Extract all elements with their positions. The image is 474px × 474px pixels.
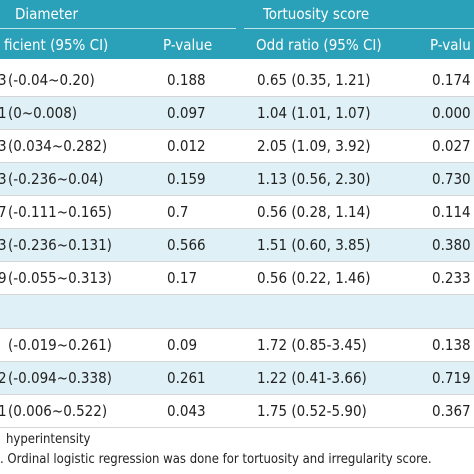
row-marker: 3	[0, 170, 7, 188]
p-value-2: 0.233	[432, 269, 471, 287]
table-row: 7 (-0.111~0.165) 0.7 0.56 (0.28, 1.14) 0…	[0, 196, 474, 229]
p-value-2: 0.380	[432, 236, 471, 254]
coefficient-ci: (0~0.008)	[8, 104, 78, 122]
column-header-p-value: P-value	[163, 36, 213, 54]
coefficient-ci: (-0.04~0.20)	[8, 71, 95, 89]
group-divider-diameter	[0, 28, 236, 29]
odd-ratio-ci: 1.72 (0.85-3.45)	[257, 336, 367, 354]
row-marker: 7	[0, 203, 7, 221]
table-row: 9 (-0.055~0.313) 0.17 0.56 (0.22, 1.46) …	[0, 262, 474, 295]
table-row: 3 (-0.236~0.04) 0.159 1.13 (0.56, 2.30) …	[0, 163, 474, 196]
column-header-coefficient: ficient (95% CI)	[4, 36, 109, 54]
odd-ratio-ci: 0.56 (0.22, 1.46)	[257, 269, 371, 287]
p-value: 0.097	[167, 104, 206, 122]
row-marker: 9	[0, 269, 7, 287]
coefficient-ci: (-0.019~0.261)	[8, 336, 112, 354]
coefficient-ci: (-0.055~0.313)	[8, 269, 112, 287]
group-header-diameter: Diameter	[15, 5, 79, 23]
p-value: 0.188	[167, 71, 206, 89]
table-header	[0, 0, 474, 59]
coefficient-ci: (0.034~0.282)	[8, 137, 108, 155]
odd-ratio-ci: 1.22 (0.41-3.66)	[257, 369, 367, 387]
row-marker: 1	[0, 402, 7, 420]
table-row: 1 (0.006~0.522) 0.043 1.75 (0.52-5.90) 0…	[0, 395, 474, 428]
row-marker: 3	[0, 137, 7, 155]
p-value: 0.043	[167, 402, 206, 420]
table-row: (-0.019~0.261) 0.09 1.72 (0.85-3.45) 0.1…	[0, 329, 474, 362]
footnote-ordinal-regression: . Ordinal logistic regression was done f…	[0, 452, 432, 467]
p-value-2: 0.174	[432, 71, 471, 89]
column-header-odd-ratio: Odd ratio (95% CI)	[256, 36, 382, 54]
coefficient-ci: (-0.111~0.165)	[8, 203, 112, 221]
p-value-2: 0.000	[432, 104, 471, 122]
p-value: 0.09	[167, 336, 198, 354]
p-value-2: 0.730	[432, 170, 471, 188]
row-marker: 3	[0, 71, 7, 89]
odd-ratio-ci: 1.75 (0.52-5.90)	[257, 402, 367, 420]
odd-ratio-ci: 2.05 (1.09, 3.92)	[257, 137, 371, 155]
p-value-2: 0.138	[432, 336, 471, 354]
p-value: 0.012	[167, 137, 206, 155]
odd-ratio-ci: 1.04 (1.01, 1.07)	[257, 104, 371, 122]
p-value: 0.7	[167, 203, 189, 221]
row-marker: 1	[0, 104, 7, 122]
footnote-hyperintensity: hyperintensity	[6, 432, 91, 447]
group-header-tortuosity: Tortuosity score	[263, 5, 370, 23]
column-header-p-value-2: P-valu	[430, 36, 471, 54]
odd-ratio-ci: 1.51 (0.60, 3.85)	[257, 236, 371, 254]
odd-ratio-ci: 0.65 (0.35, 1.21)	[257, 71, 371, 89]
p-value-2: 0.114	[432, 203, 471, 221]
group-divider-tortuosity	[244, 28, 474, 29]
p-value: 0.17	[167, 269, 198, 287]
p-value-2: 0.719	[432, 369, 471, 387]
odd-ratio-ci: 0.56 (0.28, 1.14)	[257, 203, 371, 221]
coefficient-ci: (-0.236~0.04)	[8, 170, 104, 188]
odd-ratio-ci: 1.13 (0.56, 2.30)	[257, 170, 371, 188]
table-row: 3 (0.034~0.282) 0.012 2.05 (1.09, 3.92) …	[0, 130, 474, 163]
section-spacer-row	[0, 295, 474, 329]
p-value: 0.261	[167, 369, 206, 387]
row-marker: 3	[0, 236, 7, 254]
row-marker: 2	[0, 369, 7, 387]
p-value: 0.159	[167, 170, 206, 188]
coefficient-ci: (0.006~0.522)	[8, 402, 108, 420]
table-row: 2 (-0.094~0.338) 0.261 1.22 (0.41-3.66) …	[0, 362, 474, 395]
p-value-2: 0.027	[432, 137, 471, 155]
coefficient-ci: (-0.236~0.131)	[8, 236, 112, 254]
p-value-2: 0.367	[432, 402, 471, 420]
coefficient-ci: (-0.094~0.338)	[8, 369, 112, 387]
table-row: 3 (-0.236~0.131) 0.566 1.51 (0.60, 3.85)…	[0, 229, 474, 262]
table-row: 3 (-0.04~0.20) 0.188 0.65 (0.35, 1.21) 0…	[0, 64, 474, 97]
p-value: 0.566	[167, 236, 206, 254]
table-row: 1 (0~0.008) 0.097 1.04 (1.01, 1.07) 0.00…	[0, 97, 474, 130]
